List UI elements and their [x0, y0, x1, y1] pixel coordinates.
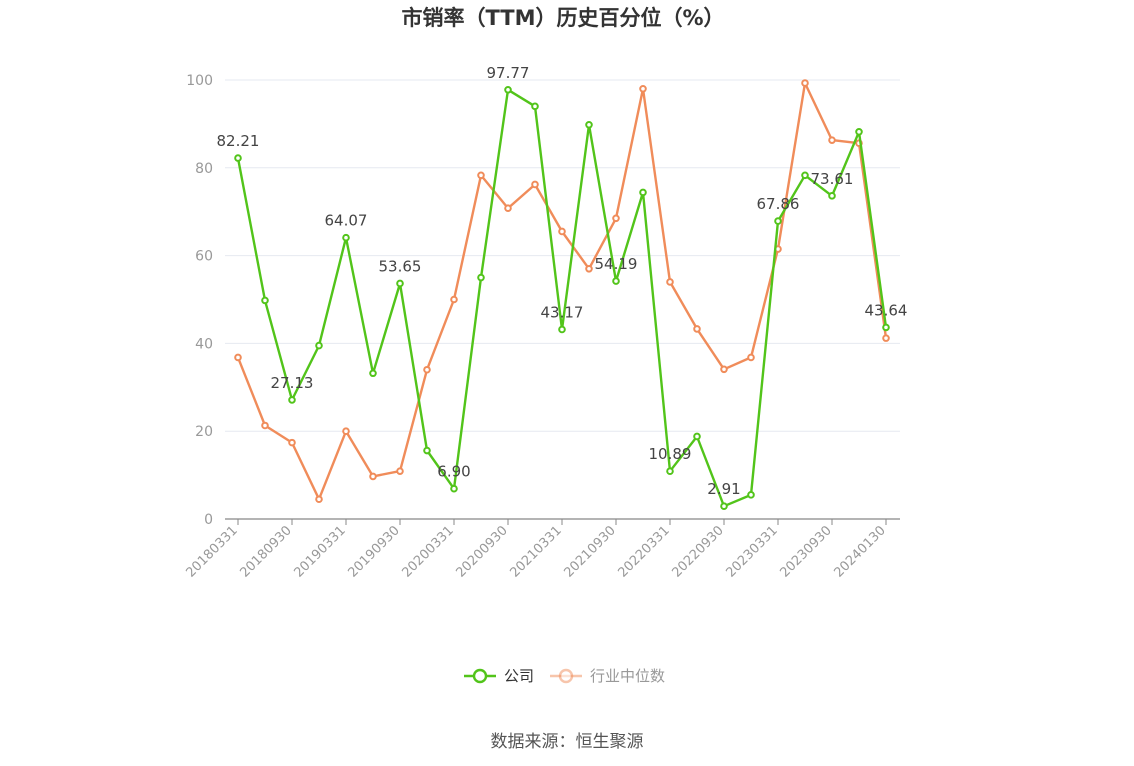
data-point: [558, 325, 566, 334]
y-tick-label: 80: [195, 161, 213, 177]
data-label: 10.89: [649, 445, 692, 463]
y-tick-label: 60: [195, 249, 213, 265]
data-label: 54.19: [595, 255, 638, 273]
data-point: [531, 180, 539, 189]
data-point: [369, 472, 377, 481]
x-tick-label: 20180930: [237, 523, 294, 580]
data-point: [423, 365, 431, 374]
grid-lines: [225, 79, 900, 432]
series-lines: [234, 79, 890, 511]
x-tick-label: 20220930: [669, 523, 726, 580]
data-label: 53.65: [379, 257, 422, 275]
legend-label: 公司: [504, 667, 534, 685]
data-label: 27.13: [271, 374, 314, 392]
legend[interactable]: 公司 行业中位数: [464, 667, 665, 685]
data-point: [882, 334, 890, 342]
data-label: 43.17: [541, 303, 584, 321]
data-point: [261, 421, 269, 430]
data-point: [747, 491, 755, 499]
data-point: [504, 204, 512, 212]
data-point: [261, 296, 269, 305]
data-point: [855, 128, 863, 136]
data-label: 67.86: [757, 195, 800, 213]
y-tick-label: 40: [195, 336, 213, 352]
data-point: [828, 192, 836, 200]
data-labels: 82.21 27.13 64.07 53.65 6.90 97.77 43.17 54.19 1…: [217, 64, 908, 498]
data-point: [882, 323, 890, 332]
data-point: [693, 432, 701, 441]
data-point: [558, 227, 566, 236]
data-point: [315, 495, 323, 504]
legend-marker: [558, 668, 574, 684]
data-point: [342, 427, 350, 436]
data-point: [639, 84, 647, 93]
data-point: [801, 171, 809, 180]
data-point: [234, 154, 242, 162]
y-tick-label: 20: [195, 424, 213, 440]
data-point: [639, 188, 647, 197]
data-point: [720, 502, 728, 511]
data-point: [504, 85, 512, 94]
series-line: [236, 88, 888, 508]
data-label: 97.77: [487, 64, 530, 82]
x-tick-label: 20230930: [777, 523, 834, 580]
data-point: [369, 369, 377, 378]
data-point: [234, 353, 242, 362]
y-tick-label: 0: [204, 512, 213, 528]
legend-item[interactable]: 公司: [464, 667, 534, 685]
x-tick-label: 20200930: [453, 523, 510, 580]
data-point: [396, 467, 404, 475]
data-point: [774, 217, 782, 225]
data-point: [450, 295, 458, 304]
data-point: [747, 353, 755, 362]
y-tick-label: 100: [186, 73, 213, 89]
data-point: [315, 341, 323, 350]
data-point: [342, 233, 350, 242]
data-point: [612, 214, 620, 223]
data-point: [531, 102, 539, 111]
data-label: 6.90: [437, 463, 470, 481]
x-tick-label: 20180331: [183, 523, 240, 580]
data-point: [612, 277, 620, 285]
x-tick-label: 20210331: [507, 523, 564, 580]
x-tick-label: 20230331: [723, 523, 780, 580]
data-point: [801, 79, 809, 87]
data-point: [666, 467, 674, 475]
legend-label: 行业中位数: [590, 667, 665, 685]
data-label: 43.64: [865, 301, 908, 319]
data-point: [693, 325, 701, 333]
x-tick-label: 20190930: [345, 523, 402, 580]
data-point: [450, 484, 458, 493]
x-tick-label: 20190331: [291, 523, 348, 580]
x-tick-label: 20210930: [561, 523, 618, 580]
data-point: [585, 264, 593, 273]
data-point: [477, 171, 485, 180]
x-tick-label: 20200331: [399, 523, 456, 580]
data-source-label: 数据来源：恒生聚源: [491, 732, 644, 752]
data-label: 82.21: [217, 132, 260, 150]
data-label: 2.91: [707, 480, 740, 498]
x-tick-label: 20240130: [831, 523, 888, 580]
x-tick-label: 20220331: [615, 523, 672, 580]
legend-item[interactable]: 行业中位数: [550, 667, 665, 685]
data-point: [666, 278, 674, 286]
data-point: [720, 365, 728, 374]
data-point: [288, 438, 296, 447]
series-line: [236, 81, 888, 501]
axes: 0 20 40 60 80 100 2018033120180930201903312019…: [183, 73, 900, 581]
data-point: [828, 136, 836, 144]
legend-marker: [472, 668, 488, 684]
data-point: [396, 279, 404, 288]
data-label: 64.07: [325, 212, 368, 230]
chart-title: 市销率（TTM）历史百分位（%）: [401, 6, 724, 30]
data-point: [423, 446, 431, 455]
data-point: [477, 273, 485, 282]
data-point: [585, 120, 593, 129]
data-label: 73.61: [811, 170, 854, 188]
data-point: [288, 396, 296, 404]
